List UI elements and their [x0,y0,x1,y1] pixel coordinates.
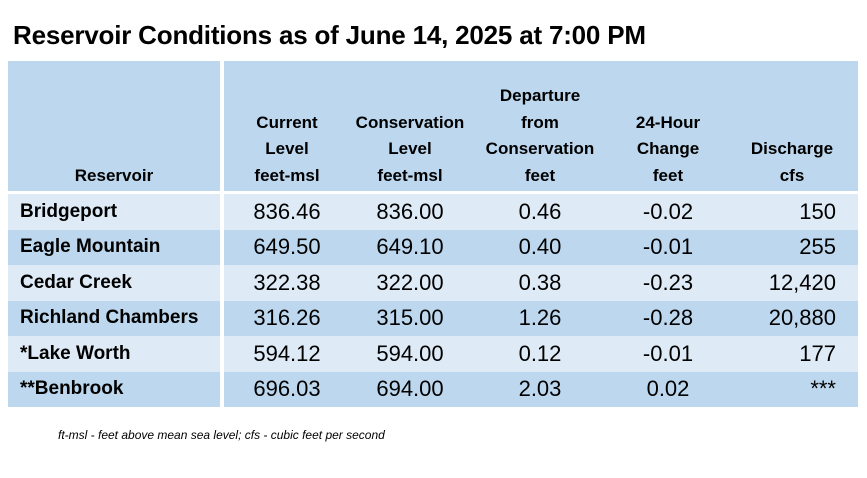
change-24h-cell: -0.23 [610,265,726,301]
discharge-cell: 20,880 [726,300,858,336]
current-level-cell: 594.12 [222,336,350,372]
header-line: feet-msl [254,165,320,185]
reservoir-name: *Lake Worth [8,336,224,372]
table-row: Bridgeport 836.46 836.00 0.46 -0.02 150 [8,192,858,230]
header-line: Conservation [355,112,465,132]
reservoir-table: Reservoir Current Level feet-msl Conserv… [8,61,858,407]
conservation-level-cell: 836.00 [350,192,470,230]
page-title: Reservoir Conditions as of June 14, 2025… [13,20,646,50]
header-line: Current [256,112,318,132]
current-level-cell: 696.03 [222,371,350,407]
discharge-cell: *** [726,371,858,407]
header-line: Discharge [750,139,834,158]
departure-cell: 0.40 [470,229,610,265]
departure-cell: 0.46 [470,192,610,230]
current-level-cell: 836.46 [222,192,350,230]
header-line: Level [388,139,432,158]
reservoir-name: Bridgeport [8,192,224,230]
conservation-level-cell: 322.00 [350,265,470,301]
current-level-cell: 649.50 [222,229,350,265]
conservation-level-cell: 594.00 [350,336,470,372]
change-24h-cell: -0.02 [610,192,726,230]
header-line: cfs [779,165,805,185]
departure-cell: 1.26 [470,300,610,336]
discharge-cell: 177 [726,336,858,372]
departure-cell: 2.03 [470,371,610,407]
column-header-reservoir: Reservoir [8,61,224,194]
header-line: Reservoir [74,165,154,185]
change-24h-cell: -0.01 [610,336,726,372]
change-24h-cell: -0.01 [610,229,726,265]
header-line: feet-msl [377,165,443,185]
reservoir-name: Richland Chambers [8,300,224,336]
header-line: Conservation [485,139,595,158]
reservoir-name: **Benbrook [8,371,224,407]
reservoir-name: Cedar Creek [8,265,224,301]
discharge-cell: 255 [726,229,858,265]
table-header-row: Reservoir Current Level feet-msl Conserv… [8,61,858,194]
column-header-discharge: Discharge cfs [726,61,858,194]
header-line: feet [524,165,556,185]
table-row: *Lake Worth 594.12 594.00 0.12 -0.01 177 [8,336,858,372]
departure-cell: 0.12 [470,336,610,372]
conservation-level-cell: 694.00 [350,371,470,407]
discharge-cell: 12,420 [726,265,858,301]
header-line: Level [265,139,309,158]
header-line: 24-Hour [635,112,701,132]
column-header-current-level: Current Level feet-msl [222,61,350,194]
table-row: Cedar Creek 322.38 322.00 0.38 -0.23 12,… [8,265,858,301]
reservoir-name: Eagle Mountain [8,229,224,265]
header-line: from [521,112,559,132]
column-header-conservation-level: Conservation Level feet-msl [350,61,470,194]
table-row: **Benbrook 696.03 694.00 2.03 0.02 *** [8,371,858,407]
departure-cell: 0.38 [470,265,610,301]
header-line: Change [636,139,700,158]
conservation-level-cell: 315.00 [350,300,470,336]
footnote: ft-msl - feet above mean sea level; cfs … [58,428,385,442]
change-24h-cell: -0.28 [610,300,726,336]
conservation-level-cell: 649.10 [350,229,470,265]
table-row: Eagle Mountain 649.50 649.10 0.40 -0.01 … [8,229,858,265]
column-header-24-hour-change: 24-Hour Change feet [610,61,726,194]
column-header-departure: Departure from Conservation feet [470,61,610,194]
current-level-cell: 322.38 [222,265,350,301]
header-line: Departure [499,86,581,105]
current-level-cell: 316.26 [222,300,350,336]
discharge-cell: 150 [726,192,858,230]
header-line: feet [652,165,684,185]
table-row: Richland Chambers 316.26 315.00 1.26 -0.… [8,300,858,336]
change-24h-cell: 0.02 [610,371,726,407]
